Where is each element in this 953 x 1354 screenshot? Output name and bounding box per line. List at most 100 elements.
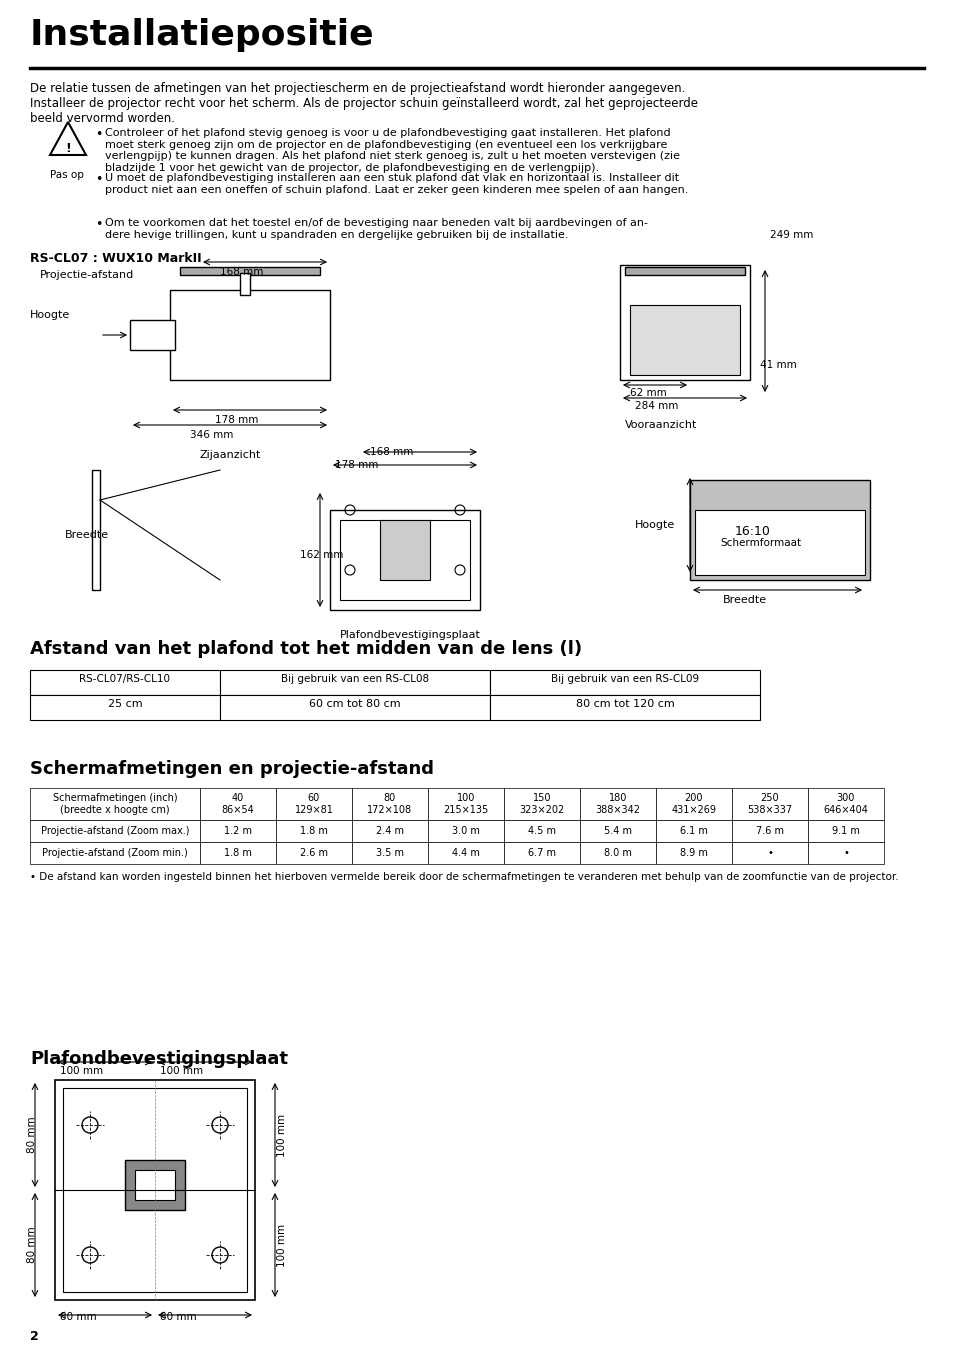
Text: Projectie-afstand: Projectie-afstand: [40, 269, 134, 280]
Text: •: •: [95, 218, 102, 232]
Bar: [579, 821, 656, 842]
Bar: [731, 842, 807, 864]
Text: 250
538×337: 250 538×337: [746, 793, 792, 815]
Text: •: •: [95, 129, 102, 141]
Text: 6.7 m: 6.7 m: [527, 848, 556, 858]
Bar: [656, 821, 731, 842]
Text: 25 cm: 25 cm: [108, 699, 142, 709]
Bar: [220, 695, 490, 720]
Text: •: •: [842, 848, 848, 858]
Bar: [275, 842, 352, 864]
Text: 4.4 m: 4.4 m: [452, 848, 479, 858]
Text: 80 cm tot 120 cm: 80 cm tot 120 cm: [575, 699, 674, 709]
Text: 178 mm: 178 mm: [214, 414, 258, 425]
Text: 80 mm: 80 mm: [60, 1312, 96, 1322]
Bar: [63, 1089, 247, 1292]
Bar: [130, 320, 174, 349]
Bar: [624, 267, 744, 275]
Text: Breedte: Breedte: [722, 594, 766, 605]
Text: Installatiepositie: Installatiepositie: [30, 18, 375, 51]
Text: 284 mm: 284 mm: [635, 401, 678, 412]
Text: 3.0 m: 3.0 m: [452, 826, 479, 835]
Text: 150
323×202: 150 323×202: [518, 793, 564, 815]
Text: 2.6 m: 2.6 m: [299, 848, 328, 858]
Bar: [428, 842, 503, 864]
Text: 80 mm: 80 mm: [160, 1312, 196, 1322]
Bar: [180, 267, 319, 275]
Text: 8.9 m: 8.9 m: [679, 848, 707, 858]
Bar: [807, 788, 883, 821]
Bar: [352, 788, 428, 821]
Text: U moet de plafondbevestiging installeren aan een stuk plafond dat vlak en horizo: U moet de plafondbevestiging installeren…: [105, 173, 688, 195]
Bar: [656, 842, 731, 864]
Bar: [352, 842, 428, 864]
Text: 300
646×404: 300 646×404: [822, 793, 867, 815]
Text: !: !: [65, 142, 71, 154]
Text: 2: 2: [30, 1330, 39, 1343]
Text: De relatie tussen de afmetingen van het projectiescherm en de projectieafstand w: De relatie tussen de afmetingen van het …: [30, 83, 698, 125]
Text: Controleer of het plafond stevig genoeg is voor u de plafondbevestiging gaat ins: Controleer of het plafond stevig genoeg …: [105, 129, 679, 173]
Text: Afstand van het plafond tot het midden van de lens (l): Afstand van het plafond tot het midden v…: [30, 640, 581, 658]
Text: Projectie-afstand (Zoom max.): Projectie-afstand (Zoom max.): [41, 826, 189, 835]
Text: •: •: [95, 173, 102, 185]
Bar: [275, 788, 352, 821]
Text: 62 mm: 62 mm: [629, 389, 666, 398]
Text: 1.2 m: 1.2 m: [224, 826, 252, 835]
Text: Om te voorkomen dat het toestel en/of de bevestiging naar beneden valt bij aardb: Om te voorkomen dat het toestel en/of de…: [105, 218, 647, 240]
Bar: [503, 788, 579, 821]
Text: Hoogte: Hoogte: [635, 520, 675, 529]
Text: Schermformaat: Schermformaat: [720, 538, 801, 548]
Text: •: •: [766, 848, 772, 858]
Text: 100 mm: 100 mm: [160, 1066, 203, 1076]
Text: 41 mm: 41 mm: [760, 360, 796, 370]
Text: 249 mm: 249 mm: [769, 230, 813, 240]
Bar: [30, 670, 220, 695]
Text: 180
388×342: 180 388×342: [595, 793, 639, 815]
Bar: [807, 842, 883, 864]
Bar: [731, 821, 807, 842]
Bar: [428, 788, 503, 821]
Bar: [428, 821, 503, 842]
Text: 60 cm tot 80 cm: 60 cm tot 80 cm: [309, 699, 400, 709]
Text: 346 mm: 346 mm: [190, 431, 233, 440]
Text: RS-CL07 : WUX10 MarkII: RS-CL07 : WUX10 MarkII: [30, 252, 201, 265]
Bar: [579, 842, 656, 864]
Bar: [125, 1160, 185, 1210]
Bar: [579, 788, 656, 821]
Bar: [30, 842, 200, 864]
Text: 2.4 m: 2.4 m: [375, 826, 403, 835]
Bar: [220, 670, 490, 695]
Text: 168 mm: 168 mm: [220, 267, 263, 278]
Bar: [30, 821, 200, 842]
Text: 9.1 m: 9.1 m: [831, 826, 859, 835]
Text: Schermafmetingen en projectie-afstand: Schermafmetingen en projectie-afstand: [30, 760, 434, 779]
Text: 80 mm: 80 mm: [27, 1117, 37, 1154]
Bar: [30, 695, 220, 720]
Text: Plafondbevestigingsplaat: Plafondbevestigingsplaat: [30, 1049, 288, 1068]
Bar: [200, 842, 275, 864]
Bar: [629, 305, 740, 375]
Text: 6.1 m: 6.1 m: [679, 826, 707, 835]
Text: 80 mm: 80 mm: [27, 1227, 37, 1263]
Text: 3.5 m: 3.5 m: [375, 848, 403, 858]
Text: 40
86×54: 40 86×54: [221, 793, 254, 815]
Text: Hoogte: Hoogte: [30, 310, 71, 320]
Bar: [689, 481, 869, 580]
Text: 1.8 m: 1.8 m: [224, 848, 252, 858]
Bar: [490, 670, 760, 695]
Bar: [503, 842, 579, 864]
Text: 100 mm: 100 mm: [276, 1113, 287, 1156]
Text: RS-CL07/RS-CL10: RS-CL07/RS-CL10: [79, 674, 171, 684]
Bar: [379, 520, 430, 580]
Text: 200
431×269: 200 431×269: [671, 793, 716, 815]
Text: 100 mm: 100 mm: [276, 1224, 287, 1266]
Bar: [170, 290, 330, 380]
Text: 80
172×108: 80 172×108: [367, 793, 412, 815]
Text: Zijaanzicht: Zijaanzicht: [200, 450, 261, 460]
Text: 4.5 m: 4.5 m: [527, 826, 556, 835]
Text: Bij gebruik van een RS-CL09: Bij gebruik van een RS-CL09: [551, 674, 699, 684]
Bar: [91, 470, 100, 590]
Bar: [240, 274, 250, 295]
Bar: [200, 821, 275, 842]
Bar: [503, 821, 579, 842]
